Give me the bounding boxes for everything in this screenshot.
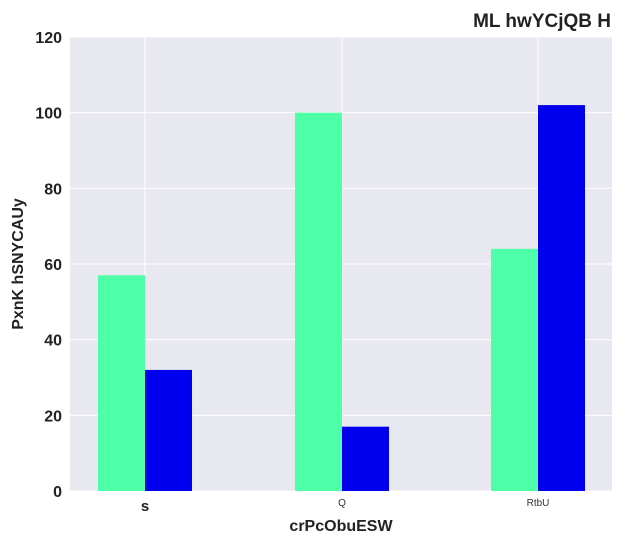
x-tick-labels: s Q RtbU xyxy=(141,498,550,515)
bar-series-2-RtbU xyxy=(538,105,585,491)
y-tick-label: 80 xyxy=(44,181,62,198)
y-tick-label: 120 xyxy=(35,30,62,47)
y-tick-label: 0 xyxy=(53,484,62,501)
y-tick-labels: 0 20 40 60 80 100 120 xyxy=(35,30,62,501)
bar-series-2-Q xyxy=(342,427,389,491)
y-tick-label: 100 xyxy=(35,106,62,123)
bar-series-1-RtbU xyxy=(491,249,538,491)
bar-series-1-s xyxy=(98,275,145,491)
bar-series-2-s xyxy=(145,370,192,491)
bar-series-1-Q xyxy=(295,113,342,491)
chart-title: ML hwYCjQB H xyxy=(473,11,611,32)
x-tick-label-rtbu: RtbU xyxy=(527,498,550,509)
x-tick-label-s: s xyxy=(141,498,149,515)
x-tick-label-q: Q xyxy=(338,498,346,509)
y-tick-label: 20 xyxy=(44,408,62,425)
y-tick-label: 40 xyxy=(44,333,62,350)
x-axis-label: crPcObuESW xyxy=(289,518,393,535)
y-tick-label: 60 xyxy=(44,257,62,274)
y-axis-label: PxnK hSNYCAUy xyxy=(10,198,27,330)
